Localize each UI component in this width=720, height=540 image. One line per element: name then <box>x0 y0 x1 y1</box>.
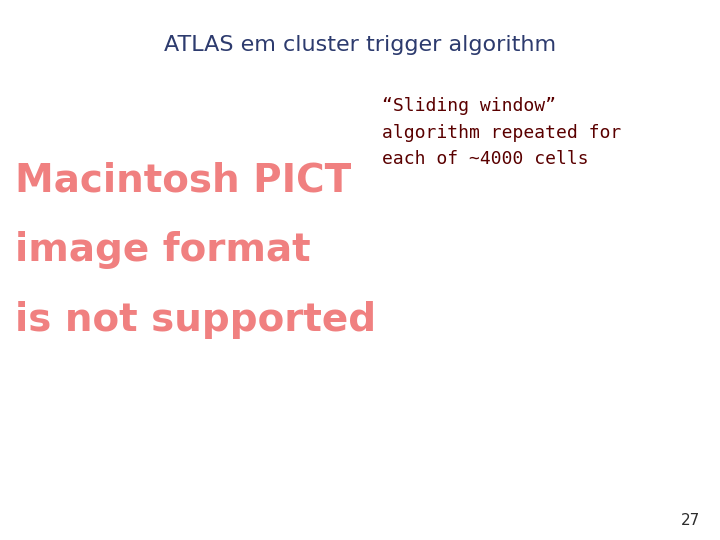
Text: 27: 27 <box>680 513 700 528</box>
Text: Macintosh PICT: Macintosh PICT <box>15 161 351 199</box>
Text: “Sliding window”
algorithm repeated for
each of ~4000 cells: “Sliding window” algorithm repeated for … <box>382 97 621 168</box>
Text: image format: image format <box>15 231 310 269</box>
Text: is not supported: is not supported <box>15 301 376 339</box>
Text: ATLAS em cluster trigger algorithm: ATLAS em cluster trigger algorithm <box>164 35 556 55</box>
